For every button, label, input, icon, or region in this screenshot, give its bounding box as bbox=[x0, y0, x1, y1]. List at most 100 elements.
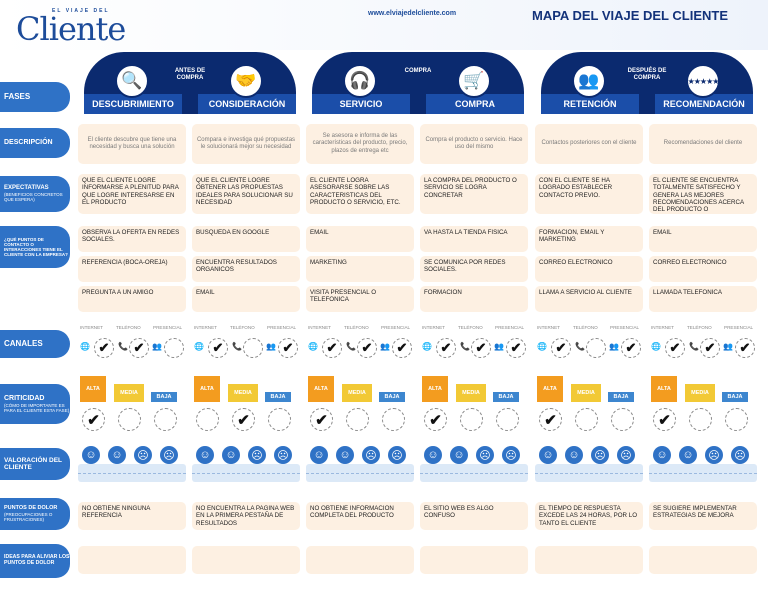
smile-face-icon[interactable]: ☺ bbox=[565, 446, 583, 464]
channel-header: TELÉFONO bbox=[458, 325, 483, 330]
channel-check[interactable] bbox=[164, 338, 184, 358]
criticidad-bar: BAJA bbox=[265, 392, 291, 402]
channel-check[interactable] bbox=[243, 338, 263, 358]
happy-face-icon[interactable]: ☺ bbox=[539, 446, 557, 464]
channel-check[interactable]: ✔ bbox=[129, 338, 149, 358]
criticidad-check[interactable]: ✔ bbox=[539, 408, 562, 431]
channel-check[interactable]: ✔ bbox=[278, 338, 298, 358]
valoracion-divider bbox=[78, 473, 186, 474]
row-label-descripcion: DESCRIPCIÓN bbox=[0, 128, 70, 158]
channel-check[interactable]: ✔ bbox=[506, 338, 526, 358]
website-url[interactable]: www.elviajedelcliente.com bbox=[368, 10, 457, 17]
criticidad-check[interactable]: ✔ bbox=[232, 408, 255, 431]
sad-face-icon[interactable]: ☹ bbox=[476, 446, 494, 464]
channel-header: TELÉFONO bbox=[573, 325, 598, 330]
stars-icon: ★★★★★ bbox=[686, 64, 720, 98]
channel-check[interactable]: ✔ bbox=[551, 338, 571, 358]
criticidad-check[interactable] bbox=[611, 408, 634, 431]
valoracion-divider bbox=[420, 473, 528, 474]
criticidad-check[interactable]: ✔ bbox=[653, 408, 676, 431]
smile-face-icon[interactable]: ☺ bbox=[108, 446, 126, 464]
sad-face-icon[interactable]: ☹ bbox=[591, 446, 609, 464]
page-title: MAPA DEL VIAJE DEL CLIENTE bbox=[532, 8, 728, 23]
sad-face-icon[interactable]: ☹ bbox=[705, 446, 723, 464]
angry-face-icon[interactable]: ☹ bbox=[274, 446, 292, 464]
angry-face-icon[interactable]: ☹ bbox=[160, 446, 178, 464]
phase-group-label: COMPRA bbox=[404, 68, 432, 74]
phase-title-bar bbox=[312, 94, 410, 114]
channel-check[interactable]: ✔ bbox=[436, 338, 456, 358]
people-icon: 👥 bbox=[266, 342, 276, 351]
criticidad-bar: ALTA bbox=[422, 376, 448, 402]
channel-check[interactable]: ✔ bbox=[392, 338, 412, 358]
criticidad-check[interactable] bbox=[268, 408, 291, 431]
happy-face-icon[interactable]: ☺ bbox=[424, 446, 442, 464]
channel-check[interactable]: ✔ bbox=[94, 338, 114, 358]
criticidad-check[interactable] bbox=[154, 408, 177, 431]
idea-cell[interactable] bbox=[420, 546, 528, 574]
smile-face-icon[interactable]: ☺ bbox=[679, 446, 697, 464]
criticidad-check[interactable] bbox=[575, 408, 598, 431]
channel-check[interactable]: ✔ bbox=[700, 338, 720, 358]
description-cell: El cliente descubre que tiene una necesi… bbox=[78, 124, 186, 164]
happy-face-icon[interactable]: ☺ bbox=[653, 446, 671, 464]
touchpoint-cell: ENCUENTRA RESULTADOS ORGANICOS bbox=[192, 256, 300, 282]
phase-group-label: ANTES DE COMPRA bbox=[174, 68, 206, 82]
channel-check[interactable]: ✔ bbox=[471, 338, 491, 358]
phase-title: CONSIDERACIÓN bbox=[208, 99, 286, 109]
idea-cell[interactable] bbox=[535, 546, 643, 574]
expectations-cell: EL CLIENTE SE ENCUENTRA TOTALMENTE SATIS… bbox=[649, 174, 757, 214]
happy-face-icon[interactable]: ☺ bbox=[310, 446, 328, 464]
smile-face-icon[interactable]: ☺ bbox=[336, 446, 354, 464]
description-cell: Compara e investiga qué propuestas le so… bbox=[192, 124, 300, 164]
channel-check[interactable]: ✔ bbox=[322, 338, 342, 358]
touchpoint-cell: VISITA PRESENCIAL O TELEFONICA bbox=[306, 286, 414, 312]
angry-face-icon[interactable]: ☹ bbox=[502, 446, 520, 464]
channel-check[interactable]: ✔ bbox=[621, 338, 641, 358]
angry-face-icon[interactable]: ☹ bbox=[388, 446, 406, 464]
smile-face-icon[interactable]: ☺ bbox=[222, 446, 240, 464]
channel-check[interactable]: ✔ bbox=[735, 338, 755, 358]
criticidad-check[interactable]: ✔ bbox=[424, 408, 447, 431]
idea-cell[interactable] bbox=[649, 546, 757, 574]
angry-face-icon[interactable]: ☹ bbox=[731, 446, 749, 464]
idea-cell[interactable] bbox=[192, 546, 300, 574]
idea-cell[interactable] bbox=[306, 546, 414, 574]
criticidad-bar: MEDIA bbox=[456, 384, 486, 402]
pain-point-cell: EL TIEMPO DE RESPUESTA EXCEDE LAS 24 HOR… bbox=[535, 502, 643, 530]
phase-title: COMPRA bbox=[455, 99, 495, 109]
criticidad-check[interactable] bbox=[118, 408, 141, 431]
criticidad-check[interactable] bbox=[346, 408, 369, 431]
criticidad-check[interactable] bbox=[725, 408, 748, 431]
phase-title: SERVICIO bbox=[339, 99, 383, 109]
sad-face-icon[interactable]: ☹ bbox=[134, 446, 152, 464]
headset-icon: 🎧 bbox=[343, 64, 377, 98]
sad-face-icon[interactable]: ☹ bbox=[248, 446, 266, 464]
happy-face-icon[interactable]: ☺ bbox=[196, 446, 214, 464]
criticidad-check[interactable] bbox=[496, 408, 519, 431]
people-icon: 👥 bbox=[494, 342, 504, 351]
angry-face-icon[interactable]: ☹ bbox=[617, 446, 635, 464]
happy-face-icon[interactable]: ☺ bbox=[82, 446, 100, 464]
criticidad-check[interactable] bbox=[382, 408, 405, 431]
criticidad-check[interactable] bbox=[196, 408, 219, 431]
channel-check[interactable]: ✔ bbox=[208, 338, 228, 358]
criticidad-check[interactable] bbox=[460, 408, 483, 431]
channel-check[interactable]: ✔ bbox=[665, 338, 685, 358]
criticidad-check[interactable]: ✔ bbox=[82, 408, 105, 431]
handshake-icon: 🤝 bbox=[229, 64, 263, 98]
channel-header: PRESENCIAL bbox=[724, 325, 754, 330]
sad-face-icon[interactable]: ☹ bbox=[362, 446, 380, 464]
channel-check[interactable] bbox=[586, 338, 606, 358]
idea-cell[interactable] bbox=[78, 546, 186, 574]
pain-point-cell: NO OBTIENE INFORMACION COMPLETA DEL PROD… bbox=[306, 502, 414, 530]
criticidad-bar: MEDIA bbox=[114, 384, 144, 402]
criticidad-check[interactable]: ✔ bbox=[310, 408, 333, 431]
smile-face-icon[interactable]: ☺ bbox=[450, 446, 468, 464]
channel-check[interactable]: ✔ bbox=[357, 338, 377, 358]
people-icon: 👥 bbox=[609, 342, 619, 351]
criticidad-bar: ALTA bbox=[194, 376, 220, 402]
touchpoint-cell: MARKETING bbox=[306, 256, 414, 282]
phase-group-label: DESPUÉS DE COMPRA bbox=[627, 68, 667, 82]
criticidad-check[interactable] bbox=[689, 408, 712, 431]
